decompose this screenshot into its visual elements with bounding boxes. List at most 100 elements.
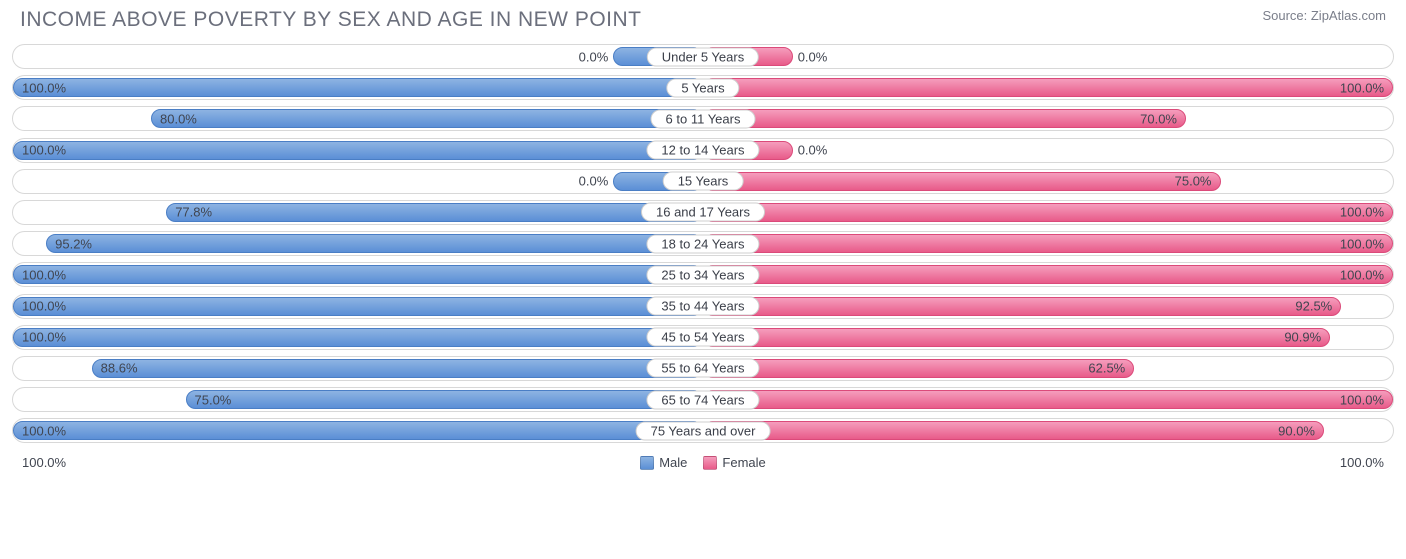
female-value-label: 90.9% (1284, 330, 1321, 345)
female-half: 90.9% (703, 326, 1393, 349)
female-value-label: 100.0% (1340, 267, 1384, 282)
female-value-label: 100.0% (1340, 392, 1384, 407)
chart-row: 80.0% 70.0%6 to 11 Years (12, 106, 1394, 131)
category-label: Under 5 Years (647, 47, 759, 66)
male-half: 80.0% (13, 107, 703, 130)
male-value-label: 0.0% (579, 49, 609, 64)
female-half: 100.0% (703, 76, 1393, 99)
chart-row: 100.0% 90.9% 45 to 54 Years (12, 325, 1394, 350)
male-value-label: 100.0% (22, 299, 66, 314)
male-half: 77.8% (13, 201, 703, 224)
female-bar: 62.5% (703, 359, 1134, 378)
chart-row: 88.6% 62.5%55 to 64 Years (12, 356, 1394, 381)
female-half: 100.0% (703, 388, 1393, 411)
category-label: 16 and 17 Years (641, 203, 765, 222)
category-label: 18 to 24 Years (646, 234, 759, 253)
chart-row: 100.0% 92.5% 35 to 44 Years (12, 294, 1394, 319)
chart-row: 75.0% 100.0% 65 to 74 Years (12, 387, 1394, 412)
chart-row: 95.2% 100.0% 18 to 24 Years (12, 231, 1394, 256)
male-half: 95.2% (13, 232, 703, 255)
male-half: 0.0% (13, 45, 703, 68)
chart-row: 0.0% 0.0% Under 5 Years (12, 44, 1394, 69)
chart-row: 100.0% 100.0% 25 to 34 Years (12, 262, 1394, 287)
male-bar: 80.0% (151, 109, 703, 128)
female-value-label: 100.0% (1340, 205, 1384, 220)
female-value-label: 90.0% (1278, 423, 1315, 438)
chart-row: 77.8% 100.0% 16 and 17 Years (12, 200, 1394, 225)
male-bar: 100.0% (13, 141, 703, 160)
male-value-label: 100.0% (22, 423, 66, 438)
female-half: 0.0% (703, 139, 1393, 162)
male-bar: 75.0% (186, 390, 704, 409)
female-value-label: 75.0% (1175, 174, 1212, 189)
male-half: 100.0% (13, 76, 703, 99)
male-bar: 100.0% (13, 328, 703, 347)
legend-item-female: Female (703, 455, 765, 470)
male-bar: 77.8% (166, 203, 703, 222)
female-value-label: 100.0% (1340, 80, 1384, 95)
chart-footer: 100.0% Male Female 100.0% (0, 449, 1406, 470)
female-value-label: 0.0% (798, 49, 828, 64)
female-bar: 100.0% (703, 203, 1393, 222)
axis-right-max: 100.0% (1340, 455, 1384, 470)
chart-source: Source: ZipAtlas.com (1262, 8, 1386, 23)
female-value-label: 100.0% (1340, 236, 1384, 251)
female-bar: 100.0% (703, 390, 1393, 409)
chart-body: 0.0% 0.0% Under 5 Years 100.0% 100.0% 5 Years… (0, 44, 1406, 443)
female-bar: 100.0% (703, 78, 1393, 97)
female-bar: 75.0% (703, 172, 1221, 191)
male-value-label: 95.2% (55, 236, 92, 251)
female-bar: 90.9% (703, 328, 1330, 347)
male-value-label: 100.0% (22, 143, 66, 158)
category-label: 65 to 74 Years (646, 390, 759, 409)
female-bar: 70.0% (703, 109, 1186, 128)
chart-row: 100.0%0.0%12 to 14 Years (12, 138, 1394, 163)
male-half: 88.6% (13, 357, 703, 380)
legend-swatch-male (640, 456, 654, 470)
male-value-label: 100.0% (22, 80, 66, 95)
female-half: 90.0% (703, 419, 1393, 442)
female-half: 62.5% (703, 357, 1393, 380)
male-bar: 100.0% (13, 265, 703, 284)
male-value-label: 80.0% (160, 111, 197, 126)
female-value-label: 0.0% (798, 143, 828, 158)
female-bar: 92.5% (703, 297, 1341, 316)
female-bar: 90.0% (703, 421, 1324, 440)
legend-label-male: Male (659, 455, 687, 470)
male-half: 75.0% (13, 388, 703, 411)
male-value-label: 100.0% (22, 330, 66, 345)
chart-row: 100.0% 100.0% 5 Years (12, 75, 1394, 100)
female-bar: 100.0% (703, 234, 1393, 253)
category-label: 75 Years and over (636, 421, 771, 440)
category-label: 6 to 11 Years (651, 109, 756, 128)
male-bar: 88.6% (92, 359, 703, 378)
category-label: 35 to 44 Years (646, 297, 759, 316)
category-label: 25 to 34 Years (646, 265, 759, 284)
female-half: 100.0% (703, 232, 1393, 255)
male-value-label: 0.0% (579, 174, 609, 189)
chart-header: INCOME ABOVE POVERTY BY SEX AND AGE IN N… (0, 0, 1406, 44)
female-half: 70.0% (703, 107, 1393, 130)
chart-row: 0.0%75.0%15 Years (12, 169, 1394, 194)
category-label: 55 to 64 Years (646, 359, 759, 378)
male-value-label: 88.6% (101, 361, 138, 376)
category-label: 45 to 54 Years (646, 328, 759, 347)
legend-swatch-female (703, 456, 717, 470)
female-half: 75.0% (703, 170, 1393, 193)
male-half: 100.0% (13, 419, 703, 442)
male-value-label: 75.0% (195, 392, 232, 407)
male-value-label: 100.0% (22, 267, 66, 282)
chart-title: INCOME ABOVE POVERTY BY SEX AND AGE IN N… (20, 8, 642, 32)
axis-left-max: 100.0% (22, 455, 66, 470)
female-half: 92.5% (703, 295, 1393, 318)
legend-label-female: Female (722, 455, 765, 470)
category-label: 5 Years (666, 78, 739, 97)
legend-item-male: Male (640, 455, 687, 470)
male-value-label: 77.8% (175, 205, 212, 220)
female-value-label: 92.5% (1295, 299, 1332, 314)
female-bar: 100.0% (703, 265, 1393, 284)
male-bar: 100.0% (13, 78, 703, 97)
male-half: 100.0% (13, 263, 703, 286)
female-half: 0.0% (703, 45, 1393, 68)
male-half: 100.0% (13, 295, 703, 318)
